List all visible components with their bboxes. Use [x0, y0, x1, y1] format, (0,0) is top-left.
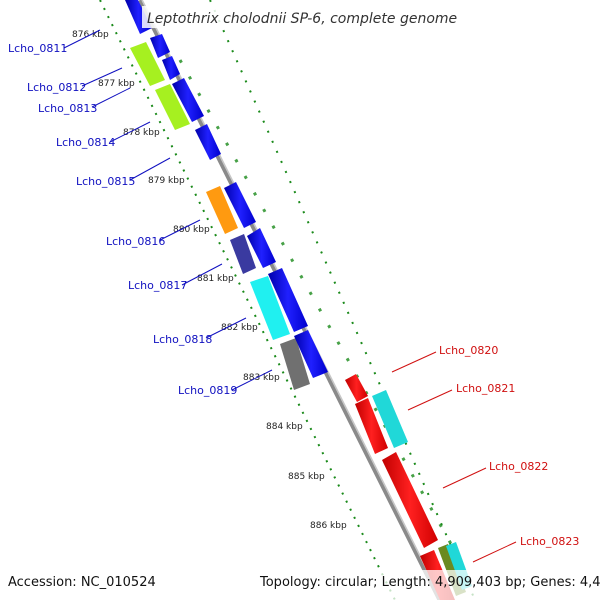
- tick-label: 885 kbp: [288, 472, 325, 482]
- gene-block[interactable]: [195, 124, 221, 160]
- gene-block[interactable]: [224, 182, 256, 228]
- gene-block[interactable]: [372, 390, 408, 448]
- title-background: [142, 6, 460, 28]
- gene-block[interactable]: [247, 228, 276, 268]
- gene-label[interactable]: Lcho_0812: [27, 81, 86, 94]
- gene-label[interactable]: Lcho_0818: [153, 333, 212, 346]
- gene-block[interactable]: [150, 34, 170, 58]
- tick-group: 876 kbp 877 kbp 878 kbp 879 kbp 880 kbp …: [72, 30, 347, 531]
- gene-label[interactable]: Lcho_0822: [489, 460, 548, 473]
- gene-label[interactable]: Lcho_0821: [456, 382, 515, 395]
- gene-label[interactable]: Lcho_0813: [38, 102, 97, 115]
- tick-label: 878 kbp: [123, 128, 160, 138]
- gene-block[interactable]: [155, 84, 190, 130]
- gene-block[interactable]: [268, 268, 308, 332]
- gene-block[interactable]: [355, 398, 388, 454]
- genome-summary-text: Topology: circular; Length: 4,909,403 bp…: [259, 575, 600, 590]
- tick-label: 877 kbp: [98, 79, 135, 89]
- gene-block[interactable]: [345, 374, 368, 402]
- right-gene-label-text: Lcho_0820 Lcho_0821 Lcho_0822 Lcho_0823: [439, 344, 579, 548]
- gene-block[interactable]: [130, 42, 165, 86]
- gene-block[interactable]: [294, 330, 328, 378]
- gene-blocks: [125, 0, 472, 600]
- gc-track-outer: [99, 0, 396, 600]
- gene-label[interactable]: Lcho_0820: [439, 344, 498, 357]
- footer-background: [0, 570, 600, 600]
- left-gene-labels: [63, 29, 273, 391]
- tick-label: 884 kbp: [266, 422, 303, 432]
- left-gene-label-text: Lcho_0811 Lcho_0812 Lcho_0813 Lcho_0814 …: [8, 42, 237, 397]
- gene-block[interactable]: [172, 78, 204, 122]
- gene-label[interactable]: Lcho_0811: [8, 42, 67, 55]
- gene-label[interactable]: Lcho_0823: [520, 535, 579, 548]
- accession-text: Accession: NC_010524: [8, 575, 156, 590]
- gene-block[interactable]: [206, 186, 238, 234]
- gene-label[interactable]: Lcho_0816: [106, 235, 165, 248]
- tick-label: 880 kbp: [173, 225, 210, 235]
- right-gene-labels: [391, 351, 517, 563]
- gene-label[interactable]: Lcho_0817: [128, 279, 187, 292]
- gene-block[interactable]: [250, 276, 290, 340]
- tick-label: 883 kbp: [243, 373, 280, 383]
- gene-block[interactable]: [382, 452, 438, 548]
- gene-block[interactable]: [230, 234, 256, 274]
- map-title: Leptothrix cholodnii SP-6, complete geno…: [147, 11, 457, 27]
- tick-label: 886 kbp: [310, 521, 347, 531]
- gene-block[interactable]: [162, 56, 180, 80]
- gene-block[interactable]: [280, 338, 310, 390]
- gc-track-inner: [209, 0, 476, 600]
- gene-label[interactable]: Lcho_0819: [178, 384, 237, 397]
- gene-label[interactable]: Lcho_0814: [56, 136, 115, 149]
- tick-label: 879 kbp: [148, 176, 185, 186]
- tick-label: 882 kbp: [221, 323, 258, 333]
- tick-label: 881 kbp: [197, 274, 234, 284]
- gc-track-mid: [178, 59, 462, 561]
- gene-label[interactable]: Lcho_0815: [76, 175, 135, 188]
